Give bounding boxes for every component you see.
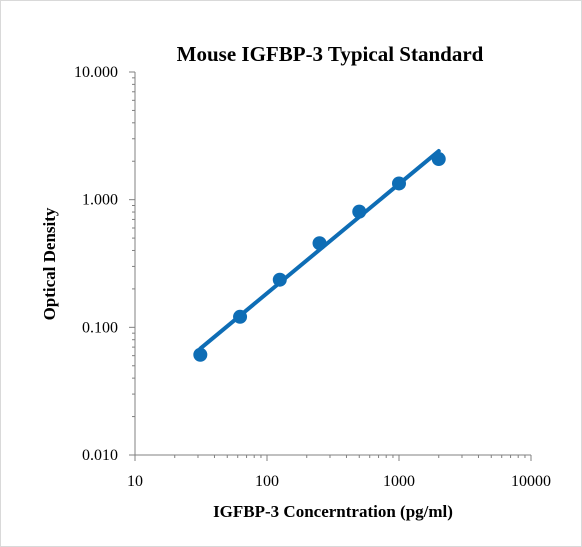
data-points bbox=[193, 152, 446, 362]
x-tick-label: 10 bbox=[127, 473, 143, 490]
y-axis-label: Optical Density bbox=[40, 207, 59, 320]
y-tick-label: 1.000 bbox=[82, 192, 118, 209]
y-tick-label: 0.010 bbox=[82, 447, 118, 464]
data-point bbox=[392, 176, 406, 191]
axes bbox=[129, 71, 532, 461]
chart-title: Mouse IGFBP-3 Typical Standard bbox=[177, 42, 484, 66]
y-tick-label: 0.100 bbox=[82, 319, 118, 336]
x-tick-label: 1000 bbox=[383, 473, 415, 490]
data-point bbox=[431, 152, 446, 167]
data-point bbox=[272, 272, 287, 287]
data-point bbox=[312, 236, 327, 251]
data-point bbox=[352, 204, 367, 219]
tick-labels: 0.010 0.100 1.000 10.000 10 100 1000 10000 bbox=[74, 64, 551, 490]
y-tick-label: 10.000 bbox=[74, 64, 118, 81]
x-tick-label: 10000 bbox=[511, 473, 551, 490]
x-axis-label: IGFBP-3 Concerntration (pg/ml) bbox=[213, 502, 453, 521]
data-point bbox=[193, 347, 208, 362]
data-point bbox=[233, 309, 248, 324]
x-tick-label: 100 bbox=[255, 473, 279, 490]
